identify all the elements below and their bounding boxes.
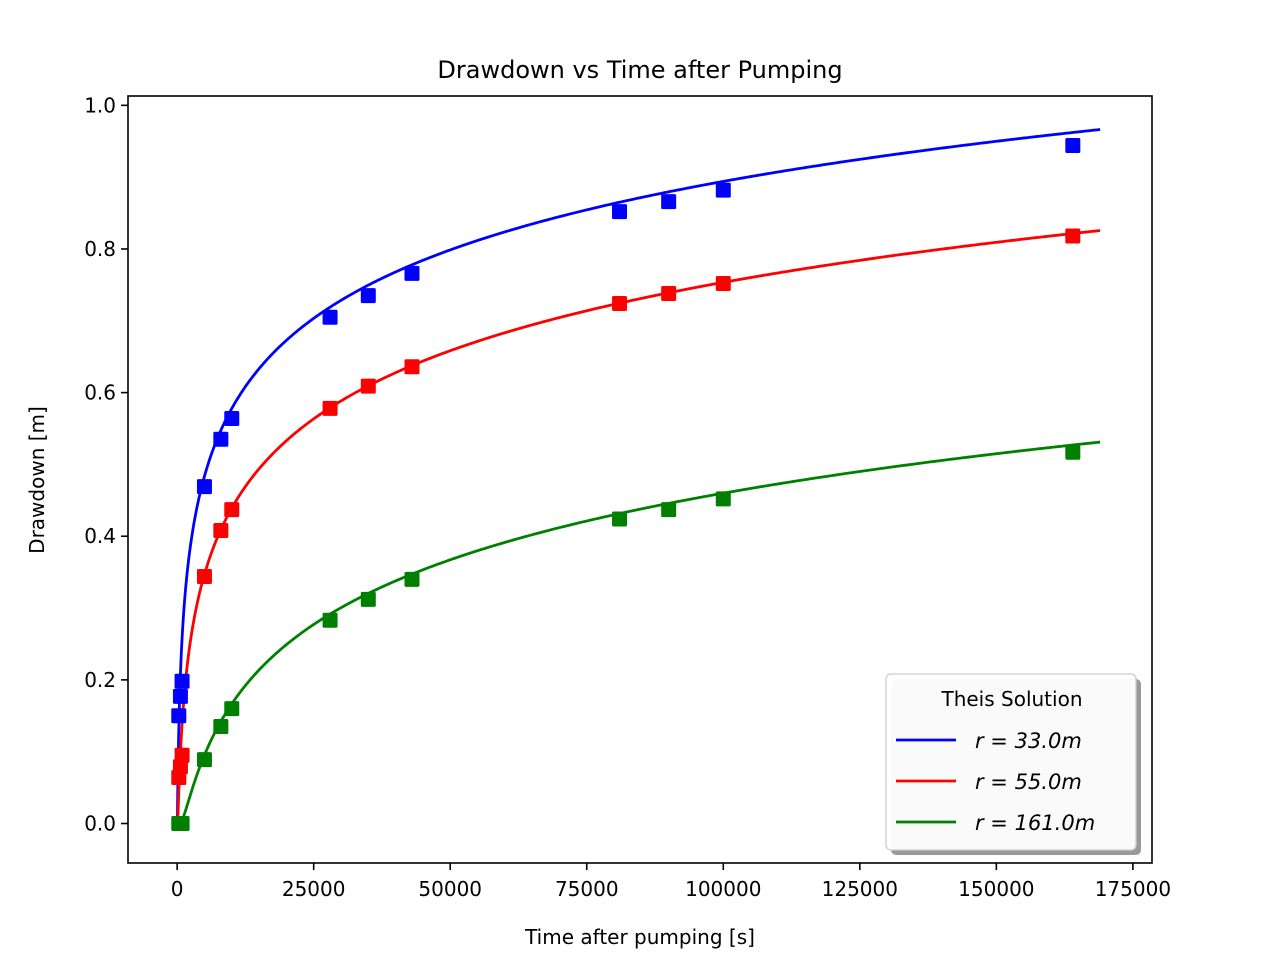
- x-tick-label: 0: [171, 877, 184, 901]
- observed-point-series-0: [224, 410, 240, 426]
- observed-point-series-1: [404, 359, 420, 375]
- observed-point-series-0: [213, 431, 229, 447]
- legend-label-series-1: r = 55.0m: [975, 770, 1082, 794]
- observed-point-series-2: [360, 591, 376, 607]
- legend-title: Theis Solution: [940, 687, 1082, 711]
- observed-point-series-1: [360, 378, 376, 394]
- observed-point-series-1: [322, 400, 338, 416]
- observed-point-series-1: [213, 522, 229, 538]
- observed-point-series-2: [224, 701, 240, 717]
- y-tick-label: 0.2: [84, 668, 116, 692]
- observed-point-series-0: [715, 182, 731, 198]
- observed-point-series-1: [1065, 228, 1081, 244]
- observed-point-series-2: [661, 502, 677, 518]
- y-tick-label: 0.4: [84, 524, 116, 548]
- x-axis-label: Time after pumping [s]: [524, 925, 755, 949]
- x-tick-label: 25000: [282, 877, 346, 901]
- observed-point-series-1: [661, 286, 677, 301]
- observed-point-series-1: [612, 296, 628, 312]
- x-tick-label: 75000: [555, 877, 619, 901]
- observed-point-series-0: [196, 479, 212, 495]
- legend-box: [885, 673, 1137, 851]
- chart-title: Drawdown vs Time after Pumping: [437, 56, 842, 84]
- observed-point-series-2: [196, 752, 212, 768]
- axes-frame: [127, 95, 1153, 864]
- x-tick-label: 125000: [822, 877, 898, 901]
- observed-point-series-0: [174, 673, 190, 689]
- observed-point-series-0: [360, 288, 376, 304]
- observed-point-series-0: [171, 708, 187, 724]
- legend: Theis Solution r = 33.0m r = 55.0m r = 161…: [885, 673, 1141, 855]
- x-tick-label: 150000: [958, 877, 1034, 901]
- observed-point-series-0: [404, 265, 420, 281]
- observed-point-series-2: [612, 511, 628, 527]
- y-tick-label: 0.0: [84, 812, 116, 836]
- legend-label-series-2: r = 161.0m: [975, 811, 1095, 835]
- observed-point-series-0: [661, 194, 677, 210]
- observed-point-series-1: [715, 275, 731, 291]
- observed-point-series-0: [612, 204, 628, 220]
- x-tick-label: 100000: [685, 877, 761, 901]
- x-tick-label: 175000: [1095, 877, 1171, 901]
- y-tick-label: 0.6: [84, 381, 116, 405]
- observed-point-series-1: [196, 568, 212, 584]
- observed-point-series-2: [1065, 444, 1081, 460]
- legend-label-series-0: r = 33.0m: [975, 729, 1082, 753]
- observed-point-series-2: [404, 571, 420, 587]
- plot-area: [171, 128, 1101, 831]
- observed-point-series-2: [322, 612, 338, 628]
- y-axis: 0.0 0.2 0.4 0.6 0.8 1.0: [84, 93, 128, 836]
- y-axis-label: Drawdown [m]: [25, 406, 49, 554]
- observed-point-series-1: [224, 502, 240, 518]
- observed-point-series-2: [174, 816, 190, 831]
- observed-point-series-0: [1065, 138, 1081, 154]
- y-tick-label: 1.0: [84, 93, 116, 117]
- x-tick-label: 50000: [418, 877, 482, 901]
- observed-point-series-1: [174, 747, 190, 763]
- observed-point-series-1: [172, 759, 188, 775]
- observed-point-series-2: [213, 719, 229, 735]
- observed-point-series-0: [172, 688, 188, 704]
- y-tick-label: 0.8: [84, 237, 116, 261]
- observed-point-series-0: [322, 309, 338, 325]
- x-axis: 0 25000 50000 75000 100000 125000 150000 175000: [171, 863, 1171, 901]
- observed-point-series-2: [715, 491, 731, 507]
